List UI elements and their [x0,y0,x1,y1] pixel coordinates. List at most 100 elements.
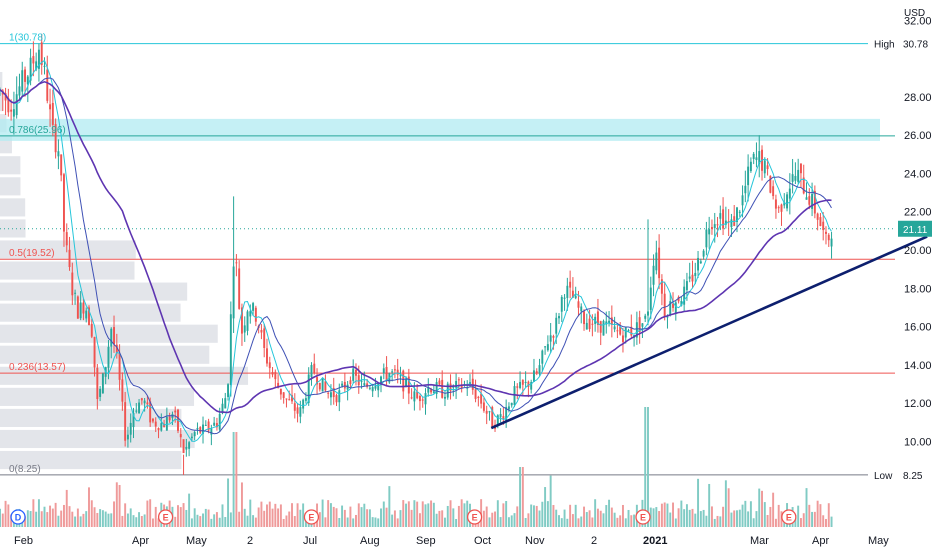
candle-body [374,386,377,389]
candle-body [271,372,274,375]
volume-bar [279,504,282,527]
candle-body [149,401,152,423]
trendline[interactable] [490,235,928,430]
candle-body [221,403,224,414]
volume-bar [254,517,257,527]
volume-bar [115,482,118,527]
candle-body [338,390,341,403]
volume-bar [188,493,191,527]
price-axis[interactable]: 32.00 28.00 26.00 24.00 22.00 20.00 18.00 16.00… [868,15,932,483]
volume-bar [516,506,519,527]
volume-bar [371,517,374,527]
volume-bar [674,518,677,527]
candle-body [204,424,207,426]
event-marker[interactable]: E [466,509,483,525]
candle-body [26,76,29,85]
volume-profile-bar [0,135,12,154]
candle-body [65,232,68,246]
candle-body [76,296,79,319]
volume-bar [140,516,143,527]
volume-bar [37,499,40,527]
volume-bar [182,503,185,527]
event-code: E [163,513,169,523]
volume-bar [129,508,132,527]
candle-body [126,434,129,440]
candle-body [630,326,633,336]
volume-profile-bar [0,198,26,217]
candle-body [138,402,141,414]
volume-bar [702,509,705,527]
candle-body [755,157,758,161]
volume-bar [761,490,763,527]
candle-body [357,375,360,386]
candle-body [391,371,394,373]
volume-bar [549,475,552,527]
candle-body [635,322,638,338]
volume-bar [772,492,775,527]
volume-bar [466,500,469,527]
volume-bar [391,514,394,527]
event-marker[interactable]: E [635,509,651,525]
event-code: E [786,513,792,523]
event-marker[interactable]: D [10,509,26,525]
volume-bar [35,511,38,527]
volume-bar [60,510,63,527]
candle-body [260,329,263,333]
volume-bar [285,515,288,527]
time-axis[interactable]: Feb Apr May 2 Jul Aug Sep Oct Nov 2 2021 Mar Apr May [14,535,889,547]
event-marker[interactable]: E [157,509,174,525]
volume-profile-bar [0,324,218,343]
candle-body [455,381,458,388]
candle-body [527,381,530,387]
candle-body [619,326,622,335]
candle-body [402,370,405,392]
volume-bar [463,503,466,527]
candle-body [349,380,352,385]
candle-body [421,399,424,401]
volume-bar [569,504,572,527]
candle-body [563,297,566,299]
volume-profile-bar [0,450,182,470]
candle-body [316,377,319,385]
candle-body [457,379,460,381]
candle-body [71,272,74,296]
volume-bar [580,516,583,527]
candle-body [546,344,549,351]
event-marker[interactable]: E [781,509,797,525]
candle-body [174,410,177,413]
candle-body [719,213,722,219]
candle-body [736,207,738,223]
volume-bar [266,504,268,527]
candle-body [157,428,160,431]
candle-body [88,307,90,326]
volume-profile-bar [0,177,21,196]
candle-body [733,216,736,226]
low-tag-value: 8.25 [903,471,923,482]
volume-bar [830,516,833,527]
trendline-layer[interactable] [490,235,928,430]
candle-body [24,69,26,82]
volume-bar [29,511,32,527]
volume-bar [213,514,216,527]
volume-bar [588,510,591,527]
volume-bar [763,502,766,527]
candle-body [132,413,135,428]
candle-body [672,303,674,308]
price-tick-label: 32.00 [904,15,932,27]
event-marker[interactable]: E [303,509,320,525]
volume-bar [149,499,152,527]
candle-body [285,398,288,400]
event-circle [781,509,797,525]
candle-body [213,422,216,426]
volume-bar [496,500,499,527]
volume-bars [0,407,833,527]
volume-bar [563,509,566,527]
candle-body [407,376,410,394]
event-code: E [308,513,314,523]
volume-bar [644,407,647,527]
candle-body [819,217,822,226]
volume-bar [327,500,330,527]
